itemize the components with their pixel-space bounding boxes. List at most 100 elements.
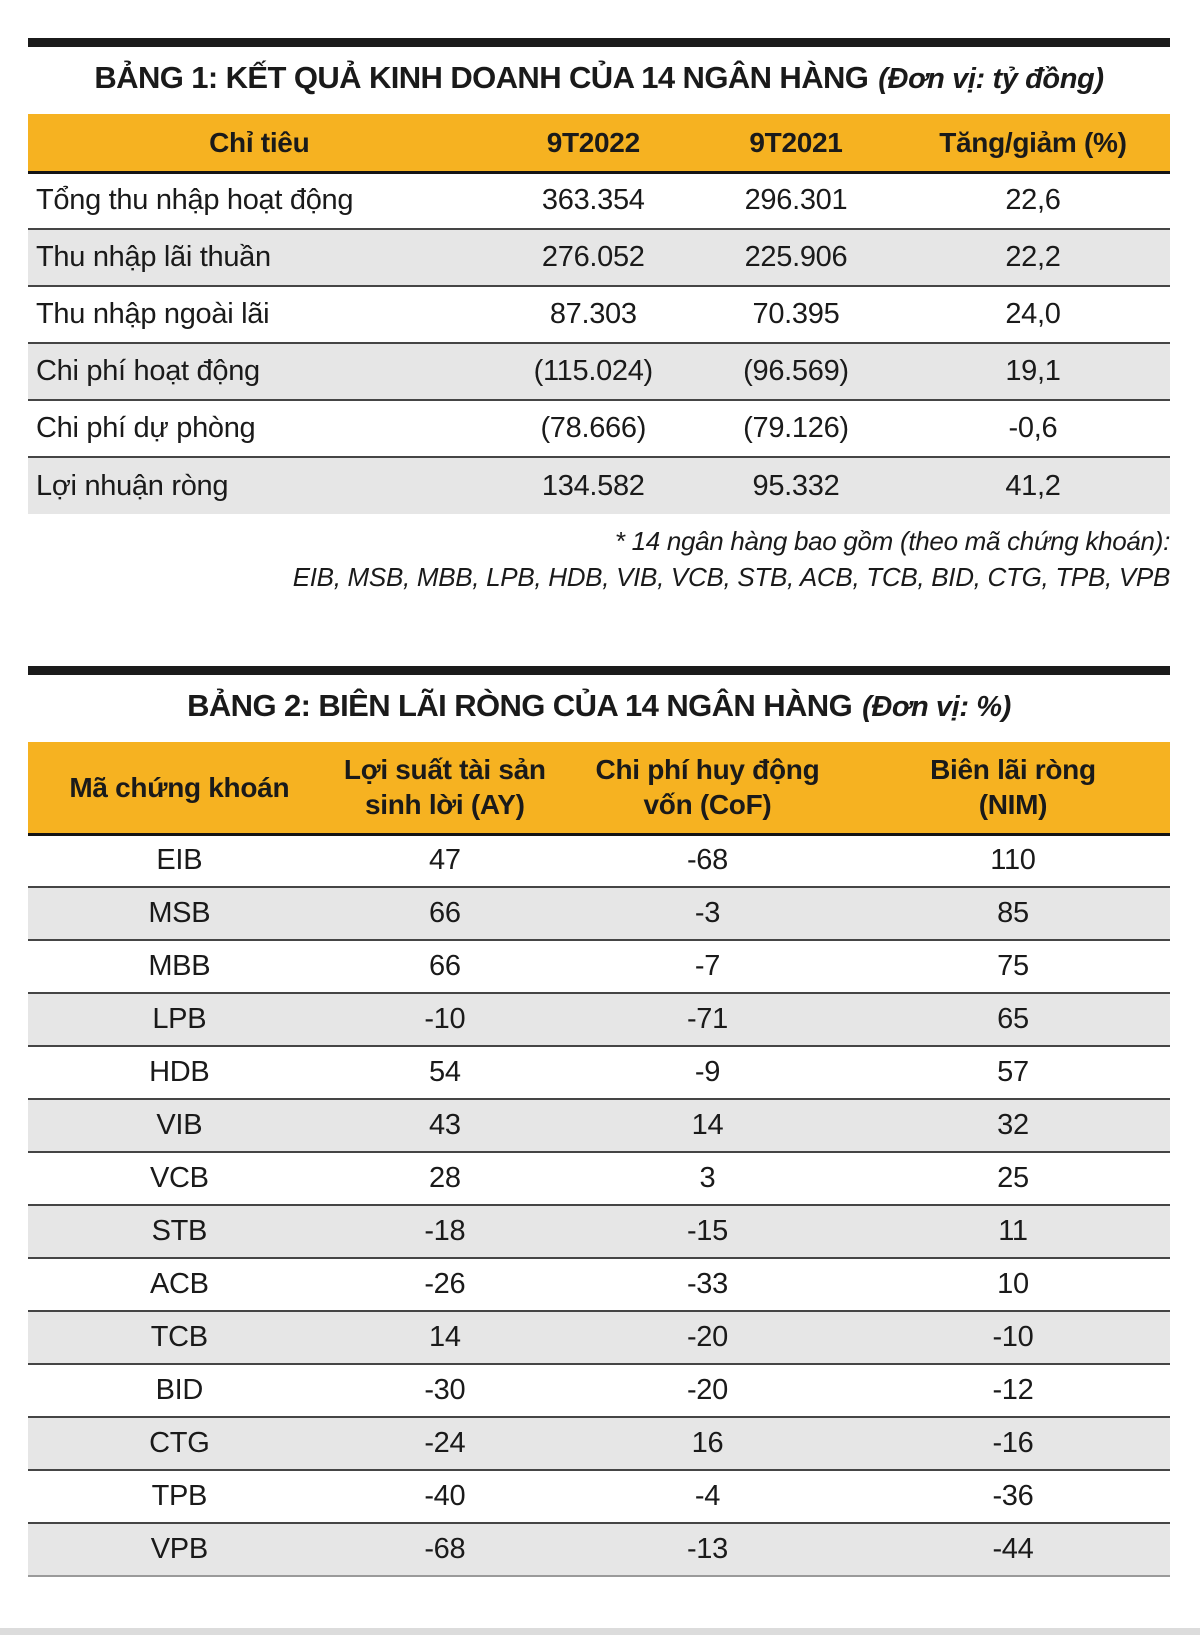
table-row: BID -30 -20 -12 (28, 1363, 1170, 1417)
row-label: ACB (28, 1257, 331, 1311)
cell-value: 10 (855, 1257, 1170, 1311)
column-header: Lợi suất tài sản sinh lời (AY) (330, 742, 560, 836)
cell-value: 22,2 (895, 228, 1170, 286)
footnote-line-2: EIB, MSB, MBB, LPB, HDB, VIB, VCB, STB, … (292, 562, 1171, 592)
cell-value: -33 (559, 1257, 856, 1311)
cell-value: 14 (559, 1098, 856, 1152)
table-row: Chi phí dự phòng (78.666) (79.126) -0,6 (28, 399, 1170, 457)
table-row: Lợi nhuận ròng 134.582 95.332 41,2 (28, 456, 1170, 514)
cell-value: -7 (559, 939, 856, 993)
cell-value: -13 (559, 1522, 856, 1576)
cell-value: 11 (855, 1204, 1170, 1258)
row-label: Tổng thu nhập hoạt động (36, 184, 354, 217)
table-row: Chi phí hoạt động (115.024) (96.569) 19,1 (28, 342, 1170, 400)
cell-value: -9 (559, 1045, 856, 1099)
cell-value: 66 (330, 886, 560, 940)
table-2-body: EIB 47 -68 110 MSB 66 -3 85 MBB 66 -7 75 LPB -10 -71 65… (28, 834, 1170, 1576)
row-label: VCB (28, 1151, 331, 1205)
table-row: Thu nhập ngoài lãi 87.303 70.395 24,0 (28, 285, 1170, 343)
cell-value: -4 (559, 1469, 856, 1523)
table-1-header-row: Chỉ tiêu 9T2022 9T2021 Tăng/giảm (%) (28, 114, 1170, 174)
cell-value: -71 (559, 992, 856, 1046)
row-label: Lợi nhuận ròng (28, 456, 491, 514)
cell-value: -44 (855, 1522, 1170, 1576)
table-row: VCB 28 3 25 (28, 1151, 1170, 1205)
cell-value: 66 (330, 939, 560, 993)
table-1-footnote: * 14 ngân hàng bao gồm (theo mã chứng kh… (28, 523, 1171, 595)
cell-value: 22,6 (1005, 184, 1061, 217)
table-2-heading: BẢNG 2: BIÊN LÃI RÒNG CỦA 14 NGÂN HÀNG (… (28, 684, 1170, 729)
cell-value: 43 (330, 1098, 560, 1152)
cell-value: 32 (855, 1098, 1170, 1152)
table-row: VIB 43 14 32 (28, 1098, 1170, 1152)
cell-value: 24,0 (895, 285, 1170, 343)
cell-value: (96.569) (696, 342, 896, 400)
row-label: VPB (28, 1522, 331, 1576)
cell-value: -16 (855, 1416, 1170, 1470)
cell-value: (79.126) (696, 399, 896, 457)
cell-value: 363.354 (541, 184, 645, 217)
footnote-line-1: * 14 ngân hàng bao gồm (theo mã chứng kh… (614, 526, 1170, 556)
cell-value: 110 (990, 844, 1036, 877)
table-1-body: Tổng thu nhập hoạt động 363.354 296.301 22,… (28, 172, 1170, 514)
cell-value: 87.303 (490, 285, 697, 343)
cell-value: 25 (855, 1151, 1170, 1205)
column-header: Biên lãi ròng (NIM) (855, 742, 1170, 836)
cell-value: 296.301 (744, 184, 848, 217)
cell-value: 3 (559, 1151, 856, 1205)
table-row: VPB -68 -13 -44 (28, 1522, 1170, 1576)
cell-value: -40 (330, 1469, 560, 1523)
table-row: EIB 47 -68 110 (28, 834, 1170, 887)
cell-value: 75 (855, 939, 1170, 993)
column-header: Mã chứng khoán (28, 742, 331, 836)
table-2-title: BẢNG 2: BIÊN LÃI RÒNG CỦA 14 NGÂN HÀNG (187, 688, 853, 723)
divider-bar (28, 666, 1170, 675)
row-label: HDB (28, 1045, 331, 1099)
column-header: Chỉ tiêu (28, 114, 491, 174)
cell-value: -36 (855, 1469, 1170, 1523)
table-2-header: Mã chứng khoán Lợi suất tài sản sinh lời … (28, 742, 1170, 836)
cell-value: 70.395 (696, 285, 896, 343)
table-row: Tổng thu nhập hoạt động 363.354 296.301 22,… (28, 172, 1170, 229)
table-row: ACB -26 -33 10 (28, 1257, 1170, 1311)
row-label: Chi phí hoạt động (28, 342, 491, 400)
cell-value: -68 (330, 1522, 560, 1576)
row-label: MSB (28, 886, 331, 940)
table-1-heading: BẢNG 1: KẾT QUẢ KINH DOANH CỦA 14 NGÂN H… (28, 56, 1170, 101)
cell-value: 54 (330, 1045, 560, 1099)
cell-value: 14 (330, 1310, 560, 1364)
cell-value: 95.332 (696, 456, 896, 514)
row-label: VIB (28, 1098, 331, 1152)
row-label: TCB (28, 1310, 331, 1364)
cell-value: -3 (559, 886, 856, 940)
cell-value: -20 (559, 1310, 856, 1364)
cell-value: 225.906 (696, 228, 896, 286)
cell-value: (78.666) (490, 399, 697, 457)
cell-value: -26 (330, 1257, 560, 1311)
cell-value: 134.582 (490, 456, 697, 514)
table-row: TPB -40 -4 -36 (28, 1469, 1170, 1523)
cell-value: -68 (686, 844, 728, 877)
table-row: MBB 66 -7 75 (28, 939, 1170, 993)
column-header: 9T2021 (696, 114, 896, 174)
cell-value: -10 (330, 992, 560, 1046)
page-bottom-strip (0, 1628, 1200, 1635)
cell-value: 47 (428, 844, 461, 877)
table-2: Mã chứng khoán Lợi suất tài sản sinh lời … (28, 742, 1170, 1577)
cell-value: 41,2 (895, 456, 1170, 514)
cell-value: -10 (855, 1310, 1170, 1364)
row-label: Thu nhập ngoài lãi (28, 285, 491, 343)
table-2-unit: (Đơn vị: %) (862, 691, 1011, 723)
table-row: CTG -24 16 -16 (28, 1416, 1170, 1470)
row-label: STB (28, 1204, 331, 1258)
table-row: TCB 14 -20 -10 (28, 1310, 1170, 1364)
column-header: Chi phí huy động vốn (CoF) (559, 742, 856, 836)
cell-value: 57 (855, 1045, 1170, 1099)
cell-value: 19,1 (895, 342, 1170, 400)
table-1-section: BẢNG 1: KẾT QUẢ KINH DOANH CỦA 14 NGÂN H… (28, 38, 1170, 595)
cell-value: 85 (855, 886, 1170, 940)
table-row: Thu nhập lãi thuần 276.052 225.906 22,2 (28, 228, 1170, 286)
table-row: LPB -10 -71 65 (28, 992, 1170, 1046)
row-label: CTG (28, 1416, 331, 1470)
